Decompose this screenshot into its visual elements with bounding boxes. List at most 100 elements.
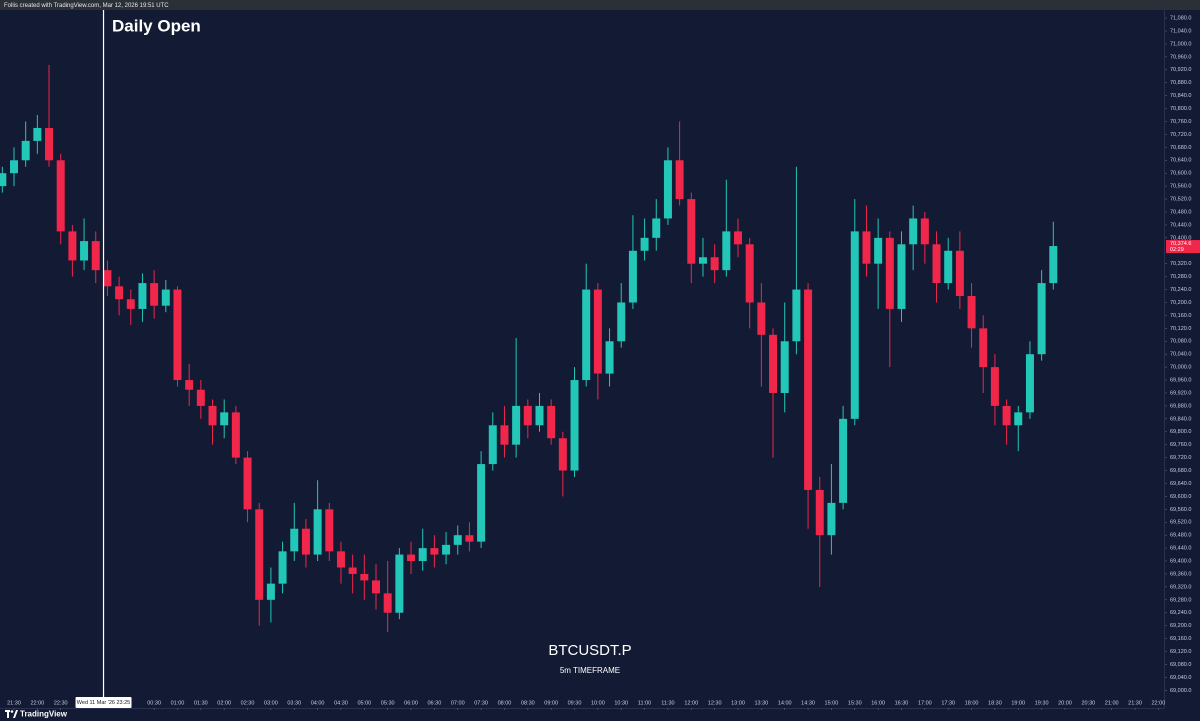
y-tick-label: 69,480.0 — [1170, 533, 1191, 539]
candle-body — [815, 489, 824, 536]
candle-body — [710, 257, 719, 271]
candle-body — [523, 405, 532, 426]
y-tick-label: 69,880.0 — [1170, 403, 1191, 409]
candle-body — [161, 289, 170, 306]
candle-body — [885, 237, 894, 309]
timeframe-watermark: 5m TIMEFRAME — [560, 666, 620, 675]
x-tick-label: 02:30 — [241, 700, 255, 706]
candle-body — [734, 231, 743, 245]
candle-body — [663, 160, 672, 219]
y-tick-label: 70,560.0 — [1170, 184, 1191, 190]
candle-body — [1025, 354, 1034, 413]
candle-body — [500, 425, 509, 445]
x-tick-label: 04:30 — [334, 700, 348, 706]
candle-body — [804, 289, 813, 490]
candle-body — [570, 380, 579, 471]
candle-body — [301, 528, 310, 555]
x-tick-label: 07:00 — [451, 700, 465, 706]
x-tick-label: 09:30 — [568, 700, 582, 706]
x-tick-label: 05:30 — [381, 700, 395, 706]
candle-body — [80, 241, 89, 261]
candle-body — [208, 405, 217, 426]
x-tick-label: 20:30 — [1081, 700, 1095, 706]
y-tick-label: 70,200.0 — [1170, 300, 1191, 306]
y-tick-label: 70,240.0 — [1170, 287, 1191, 293]
candle-body — [278, 551, 287, 584]
y-tick-label: 69,640.0 — [1170, 481, 1191, 487]
y-tick-label: 69,280.0 — [1170, 597, 1191, 603]
x-tick-label: 02:00 — [217, 700, 231, 706]
y-tick-label: 71,000.0 — [1170, 41, 1191, 47]
x-tick-label: 00:30 — [147, 700, 161, 706]
candle-body — [675, 160, 684, 200]
x-tick-label: 13:30 — [754, 700, 768, 706]
y-tick-label: 70,080.0 — [1170, 339, 1191, 345]
x-tick-label: 03:30 — [287, 700, 301, 706]
countdown-label: 02:29 — [1170, 247, 1184, 253]
crosshair-label-box — [75, 697, 132, 708]
candle-body — [745, 244, 754, 303]
candle-body — [185, 380, 194, 390]
candle-body — [348, 567, 357, 574]
candle-body — [372, 580, 381, 594]
candle-body — [652, 218, 661, 238]
candle-body — [10, 160, 18, 174]
x-tick-label: 07:30 — [474, 700, 488, 706]
x-tick-label: 12:30 — [708, 700, 722, 706]
x-tick-label: 16:00 — [871, 700, 885, 706]
footer-bar — [0, 709, 1200, 721]
candles — [0, 64, 1058, 633]
candle-body — [920, 218, 929, 245]
candle-body — [909, 218, 918, 245]
candle-body — [1037, 283, 1046, 355]
candle-body — [325, 509, 334, 552]
x-tick-label: 18:30 — [988, 700, 1002, 706]
y-tick-label: 69,600.0 — [1170, 494, 1191, 500]
candle-body — [21, 140, 30, 161]
candle-body — [698, 257, 707, 264]
candle-body — [757, 302, 766, 335]
candle-body — [1049, 246, 1058, 284]
x-tick-label: 14:30 — [801, 700, 815, 706]
y-tick-label: 69,760.0 — [1170, 442, 1191, 448]
candle-body — [932, 244, 941, 284]
y-tick-label: 70,000.0 — [1170, 365, 1191, 371]
y-tick-label: 69,040.0 — [1170, 675, 1191, 681]
candle-body — [173, 289, 182, 381]
candle-body — [91, 241, 100, 271]
candle-body — [862, 231, 871, 264]
x-tick-label: 08:30 — [521, 700, 535, 706]
y-tick-label: 70,120.0 — [1170, 326, 1191, 332]
y-tick-label: 70,760.0 — [1170, 119, 1191, 125]
x-tick-label: 18:00 — [965, 700, 979, 706]
header-bar — [0, 0, 1200, 10]
candle-body — [430, 548, 439, 555]
y-tick-label: 69,360.0 — [1170, 571, 1191, 577]
candle-body — [220, 412, 229, 426]
candle-body — [115, 286, 124, 300]
crosshair-label: Wed 11 Mar '26 23:25 — [77, 700, 130, 706]
candle-body — [1002, 405, 1011, 426]
x-tick-label: 03:00 — [264, 700, 278, 706]
candle-body — [839, 418, 848, 503]
y-tick-label: 69,920.0 — [1170, 390, 1191, 396]
candle-body — [687, 199, 696, 264]
y-tick-label: 70,840.0 — [1170, 93, 1191, 99]
candle-body — [418, 548, 427, 562]
x-tick-label: 11:30 — [661, 700, 674, 706]
y-tick-label: 70,160.0 — [1170, 313, 1191, 319]
y-tick-label: 69,720.0 — [1170, 455, 1191, 461]
candle-body — [126, 299, 135, 309]
y-tick-label: 69,000.0 — [1170, 688, 1191, 694]
y-tick-label: 71,080.0 — [1170, 16, 1191, 22]
x-tick-label: 20:00 — [1058, 700, 1072, 706]
y-tick-label: 69,800.0 — [1170, 429, 1191, 435]
y-tick-label: 71,040.0 — [1170, 28, 1191, 34]
candle-body — [850, 231, 859, 419]
y-tick-label: 69,400.0 — [1170, 558, 1191, 564]
candle-body — [535, 405, 544, 426]
last-price-label: 70,374.6 — [1170, 241, 1191, 247]
candle-body — [231, 412, 240, 458]
candle-body — [780, 341, 789, 393]
y-tick-label: 70,720.0 — [1170, 132, 1191, 138]
